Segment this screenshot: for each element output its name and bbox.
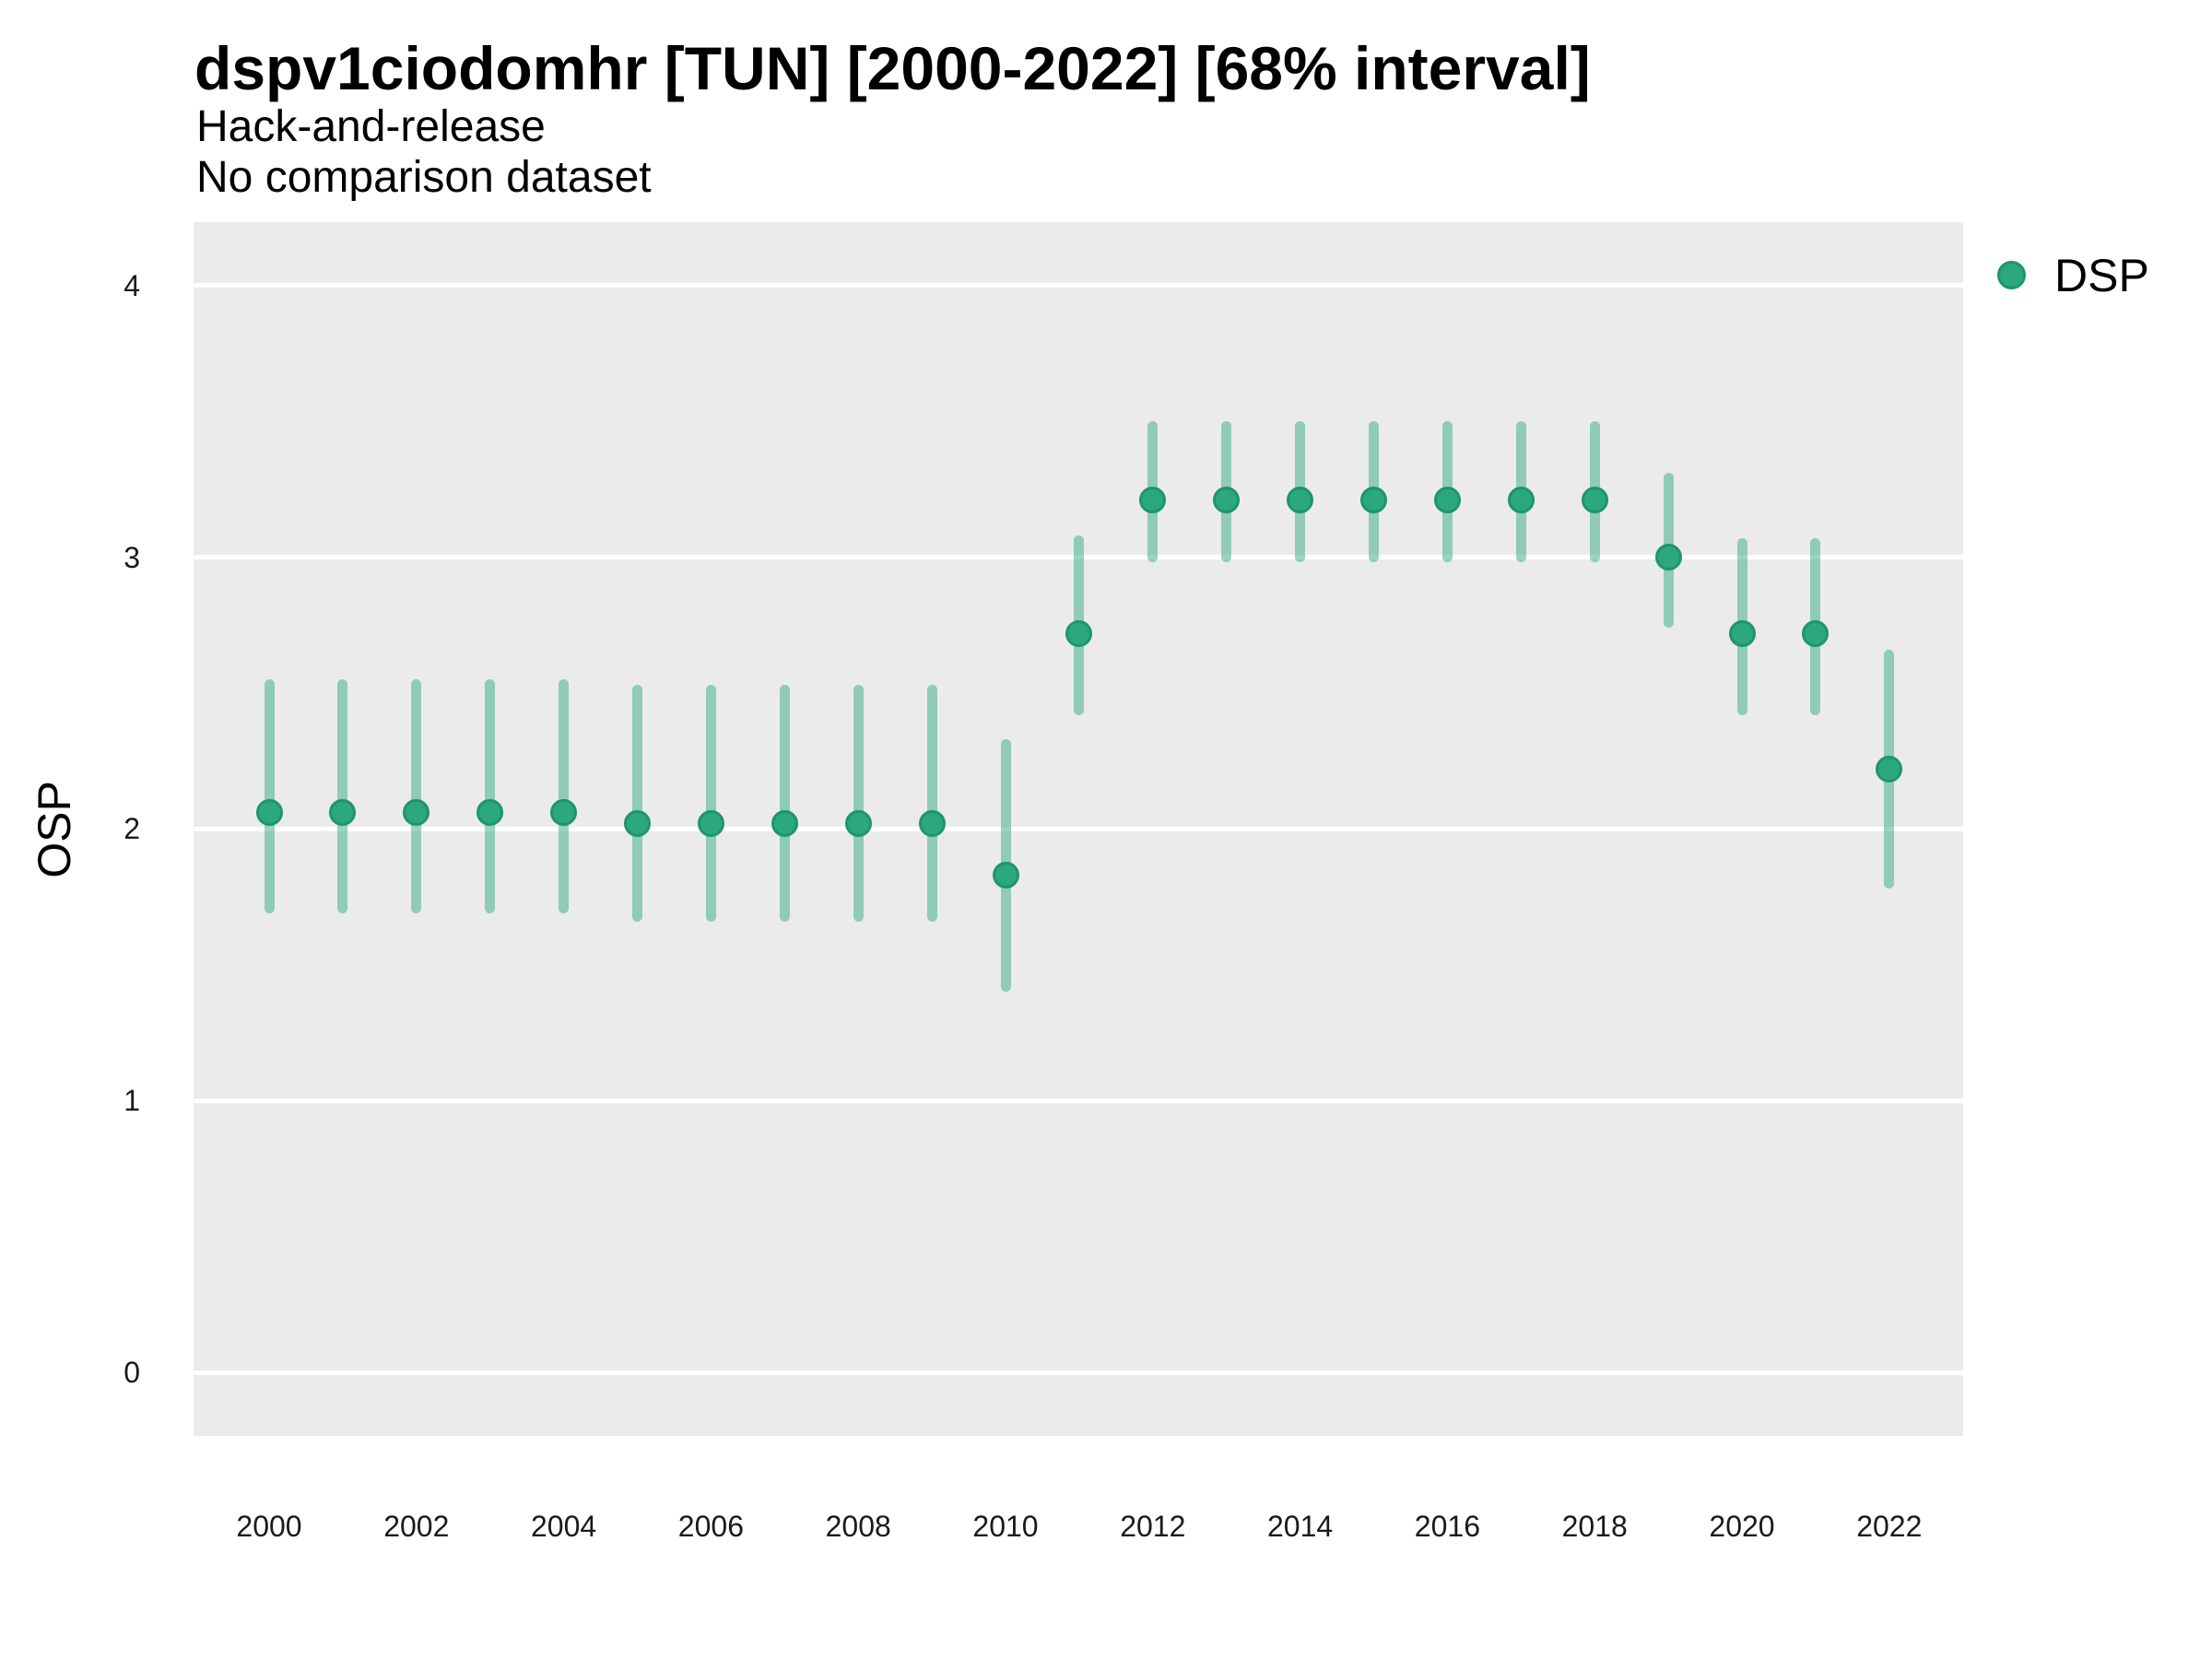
data-point-2011 [1065, 619, 1093, 647]
chart-note: No comparison dataset [196, 153, 652, 202]
interval-bar-2007 [779, 685, 790, 922]
data-point-2007 [771, 810, 798, 837]
y-tick-label-3: 3 [124, 540, 140, 574]
data-point-2006 [697, 810, 724, 837]
x-tick-label-2012: 2012 [1120, 1510, 1186, 1543]
interval-bar-2000 [264, 679, 275, 913]
interval-bar-2005 [632, 685, 642, 922]
interval-bar-2006 [705, 685, 716, 922]
data-point-2013 [1213, 487, 1241, 514]
gridline-y-4 [194, 283, 1963, 288]
interval-bar-2002 [411, 679, 422, 913]
chart-title: dspv1ciodomhr [TUN] [2000-2022] [68% int… [194, 34, 1591, 102]
interval-bar-2009 [926, 685, 937, 922]
x-tick-label-2006: 2006 [677, 1510, 744, 1543]
x-tick-label-2022: 2022 [1856, 1510, 1923, 1543]
data-point-2009 [918, 810, 946, 837]
gridline-y-0 [194, 1370, 1963, 1375]
x-tick-label-2016: 2016 [1414, 1510, 1480, 1543]
data-point-2017 [1507, 487, 1535, 514]
x-tick-label-2002: 2002 [383, 1510, 450, 1543]
y-tick-label-0: 0 [124, 1356, 140, 1389]
data-point-2000 [255, 799, 283, 827]
data-point-2005 [624, 810, 651, 837]
data-point-2016 [1433, 487, 1461, 514]
interval-bar-2004 [559, 679, 570, 913]
interval-bar-2008 [853, 685, 864, 922]
gridline-y-2 [194, 826, 1963, 831]
y-tick-label-2: 2 [124, 812, 140, 846]
data-point-2018 [1581, 487, 1608, 514]
x-tick-label-2010: 2010 [972, 1510, 1039, 1543]
data-point-2010 [992, 862, 1019, 889]
gridline-y-1 [194, 1098, 1963, 1103]
data-point-2020 [1728, 619, 1756, 647]
interval-bar-2001 [337, 679, 348, 913]
data-point-2002 [403, 799, 430, 827]
interval-bar-2003 [485, 679, 496, 913]
data-point-2015 [1360, 487, 1387, 514]
data-point-2001 [329, 799, 357, 827]
data-point-2004 [550, 799, 578, 827]
y-tick-label-1: 1 [124, 1084, 140, 1118]
legend-marker-dsp [1997, 261, 2026, 289]
x-tick-label-2020: 2020 [1709, 1510, 1775, 1543]
gridline-y-3 [194, 555, 1963, 560]
x-tick-label-2000: 2000 [236, 1510, 302, 1543]
x-tick-label-2018: 2018 [1561, 1510, 1628, 1543]
x-tick-label-2004: 2004 [531, 1510, 597, 1543]
y-tick-label-4: 4 [124, 268, 140, 302]
data-point-2019 [1654, 544, 1682, 571]
x-tick-label-2014: 2014 [1267, 1510, 1334, 1543]
data-point-2014 [1287, 487, 1314, 514]
x-tick-label-2008: 2008 [825, 1510, 891, 1543]
chart-subtitle: Hack-and-release [196, 102, 546, 151]
data-point-2022 [1876, 756, 1903, 783]
data-point-2012 [1139, 487, 1167, 514]
data-point-2003 [477, 799, 504, 827]
legend-label-dsp: DSP [2054, 250, 2149, 301]
data-point-2021 [1802, 619, 1830, 647]
data-point-2008 [844, 810, 872, 837]
